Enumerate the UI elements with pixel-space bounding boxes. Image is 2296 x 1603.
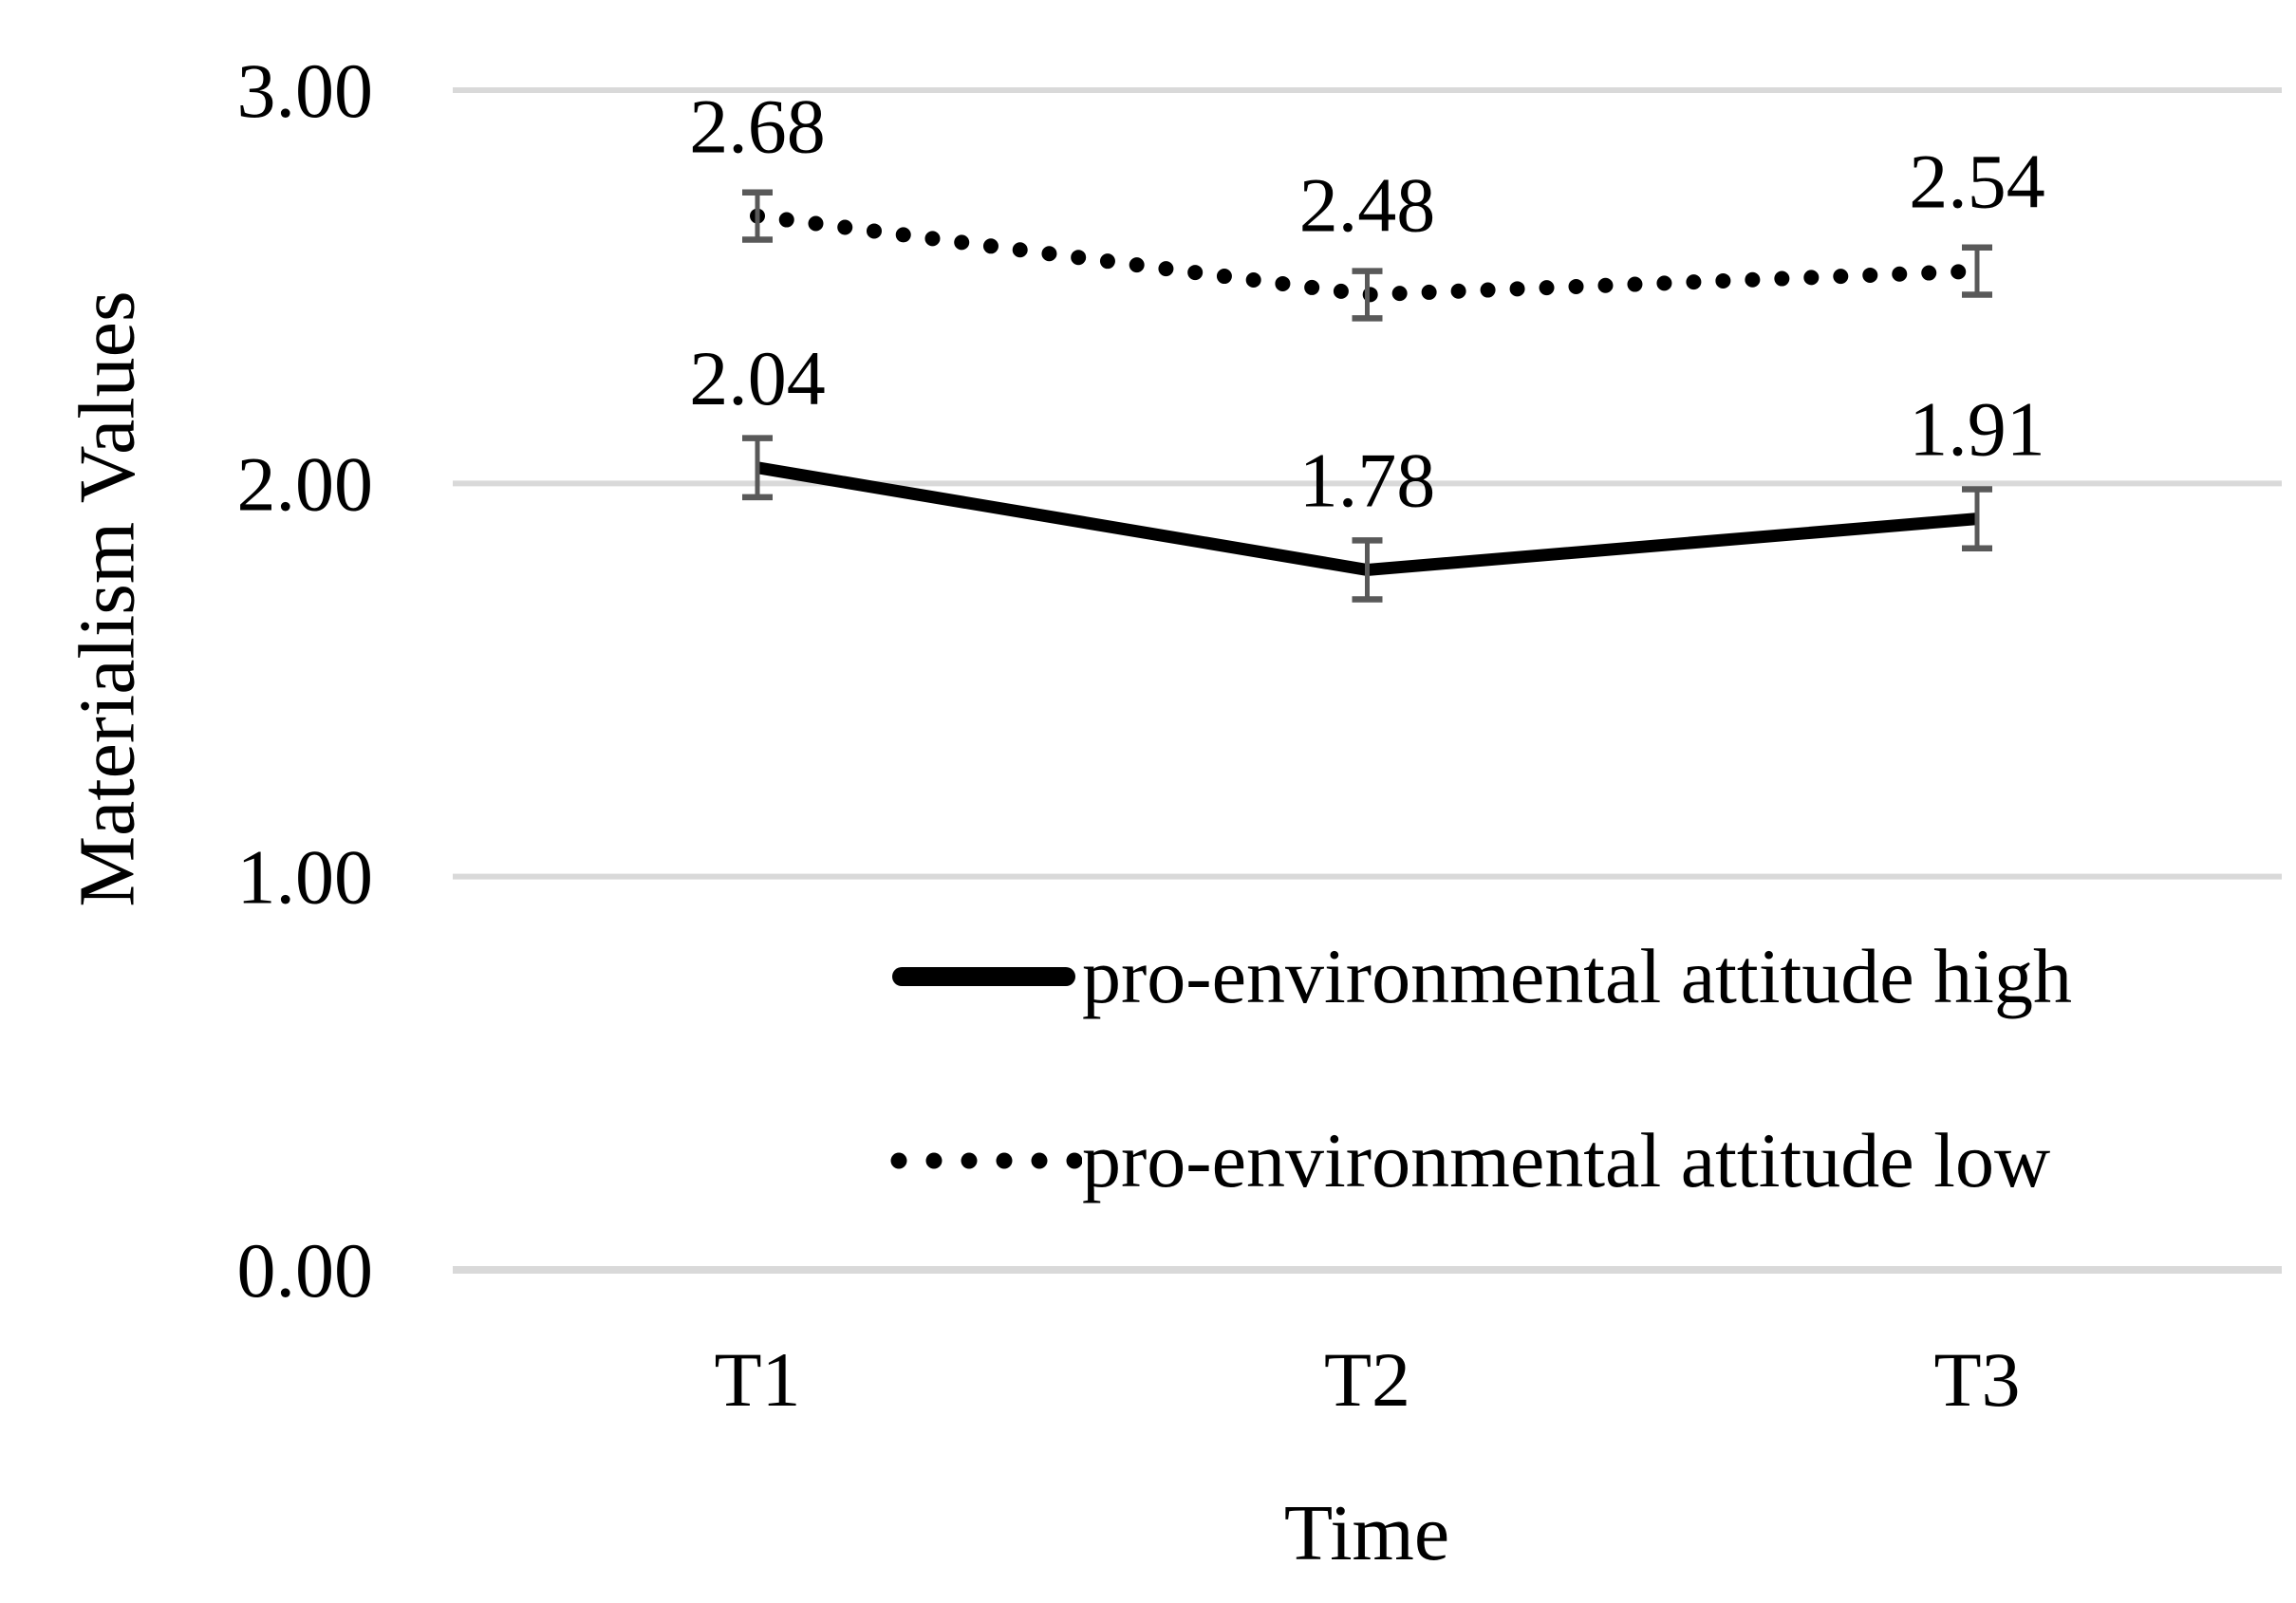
legend-swatch-dotted-line <box>890 1152 1082 1169</box>
legend-item-low: pro-environmental attitude low <box>890 1122 2050 1200</box>
data-label: 2.48 <box>1299 161 1436 248</box>
y-axis-title: Materialism Values <box>63 290 152 907</box>
data-label: 1.78 <box>1299 437 1436 523</box>
x-tick-label: T2 <box>1324 1336 1410 1423</box>
materialism-values-line-chart: 3.00 2.00 1.00 0.00 2.04 1.78 1.91 2.68 2.48 2.54… <box>38 15 2296 1603</box>
data-label: 1.91 <box>1909 386 2045 473</box>
data-label: 2.68 <box>689 84 826 170</box>
x-tick-label: T1 <box>714 1336 800 1423</box>
y-tick-label: 3.00 <box>237 47 374 134</box>
data-label: 2.54 <box>1909 139 2045 225</box>
legend-item-high: pro-environmental attitude high <box>892 938 2072 1016</box>
legend-label-low: pro-environmental attitude low <box>1082 1117 2051 1203</box>
x-tick-label: T3 <box>1933 1336 2020 1423</box>
legend-label-high: pro-environmental attitude high <box>1082 933 2072 1019</box>
y-tick-label: 2.00 <box>237 440 374 527</box>
plot-area-svg: 3.00 2.00 1.00 0.00 2.04 1.78 1.91 2.68 2.48 2.54… <box>237 47 2282 1423</box>
y-tick-label: 1.00 <box>237 834 374 921</box>
y-tick-label: 0.00 <box>237 1227 374 1314</box>
legend-swatch-solid-line <box>892 967 1075 986</box>
x-axis-title: Time <box>1283 1489 1450 1577</box>
data-label: 2.04 <box>689 335 826 421</box>
